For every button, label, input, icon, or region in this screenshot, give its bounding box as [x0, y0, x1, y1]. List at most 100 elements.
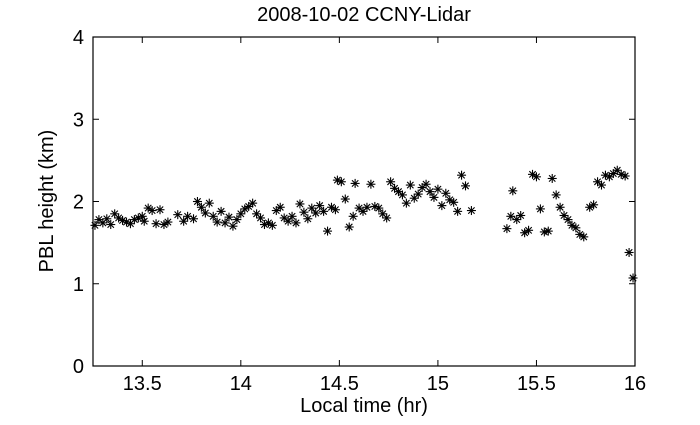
data-point: [397, 190, 407, 200]
data-point: [551, 190, 561, 200]
data-point: [466, 206, 476, 216]
data-point: [208, 211, 218, 221]
y-axis-label: PBL height (km): [36, 130, 58, 273]
x-tick-label: 13.5: [123, 373, 162, 395]
data-point: [173, 210, 183, 220]
data-point: [232, 215, 242, 225]
data-point: [307, 203, 317, 213]
y-tick-label: 2: [73, 192, 84, 214]
data-point: [555, 202, 565, 212]
data-point: [596, 180, 606, 190]
data-point: [204, 198, 214, 208]
data-point: [143, 203, 153, 213]
data-point: [421, 179, 431, 189]
data-point: [189, 214, 199, 224]
data-point: [579, 232, 589, 242]
data-point: [502, 224, 512, 234]
x-tick-label: 14: [230, 373, 252, 395]
data-point: [386, 177, 396, 187]
x-axis-label: Local time (hr): [300, 395, 428, 417]
data-point: [151, 219, 161, 229]
data-point: [413, 189, 423, 199]
data-point: [531, 172, 541, 182]
data-point: [401, 198, 411, 208]
data-point: [425, 187, 435, 197]
data-point: [319, 206, 329, 216]
data-point: [362, 202, 372, 212]
data-point: [155, 205, 165, 215]
data-point: [405, 180, 415, 190]
data-point: [287, 211, 297, 221]
data-point: [516, 210, 526, 220]
data-point: [192, 197, 202, 206]
data-point: [524, 225, 534, 235]
data-point: [340, 194, 350, 204]
data-point: [228, 221, 238, 231]
x-tick-label: 15: [427, 373, 449, 395]
data-point: [457, 170, 467, 180]
data-point: [267, 220, 277, 230]
data-point: [315, 201, 325, 211]
y-tick-label: 1: [73, 274, 84, 296]
data-point: [323, 226, 333, 236]
data-point: [344, 222, 354, 232]
data-point: [461, 181, 471, 191]
data-point: [437, 201, 447, 211]
data-point: [224, 212, 234, 222]
data-point: [628, 273, 638, 283]
data-point: [220, 218, 230, 228]
data-point: [295, 199, 305, 209]
data-point: [563, 215, 573, 225]
data-point: [236, 209, 246, 219]
data-point: [441, 188, 451, 198]
y-tick-label: 3: [73, 109, 84, 131]
data-point: [216, 206, 226, 216]
data-point: [147, 206, 157, 216]
data-point: [350, 178, 360, 188]
data-point: [336, 177, 346, 187]
tick-label-layer: 13.5 14 14.5 15 15.5 16 0 1 2 3 4: [73, 27, 646, 395]
data-point: [382, 213, 392, 223]
x-tick-label: 16: [624, 373, 646, 395]
data-point: [283, 216, 293, 226]
data-point: [348, 211, 358, 221]
data-point: [200, 208, 210, 218]
data-point: [106, 220, 116, 230]
data-point: [291, 218, 301, 228]
data-point: [449, 197, 459, 207]
data-point: [547, 173, 557, 183]
x-tick-label: 15.5: [517, 373, 556, 395]
data-point: [330, 205, 340, 215]
data-point: [212, 217, 222, 227]
data-point: [311, 208, 321, 218]
y-tick-label: 4: [73, 27, 84, 49]
data-point: [429, 192, 439, 202]
marker-layer: [90, 165, 638, 283]
data-point: [90, 220, 100, 230]
data-point: [256, 213, 266, 223]
data-point: [179, 216, 189, 226]
data-point: [453, 206, 463, 216]
data-point: [624, 247, 634, 257]
data-point: [535, 204, 545, 214]
chart-title: 2008-10-02 CCNY-Lidar: [257, 4, 471, 26]
data-point: [543, 226, 553, 236]
y-tick-label: 0: [73, 356, 84, 378]
data-point: [620, 171, 630, 181]
data-point: [196, 202, 206, 212]
data-point: [275, 202, 285, 212]
data-point: [163, 217, 173, 227]
data-point: [366, 179, 376, 189]
data-point: [374, 203, 384, 213]
data-point: [139, 216, 149, 226]
data-point: [299, 207, 309, 217]
tick-layer: [93, 36, 636, 367]
data-point: [303, 214, 313, 224]
data-point: [571, 223, 581, 233]
data-point: [433, 184, 443, 194]
data-point: [589, 200, 599, 210]
data-point: [125, 219, 135, 229]
data-point: [508, 186, 518, 196]
